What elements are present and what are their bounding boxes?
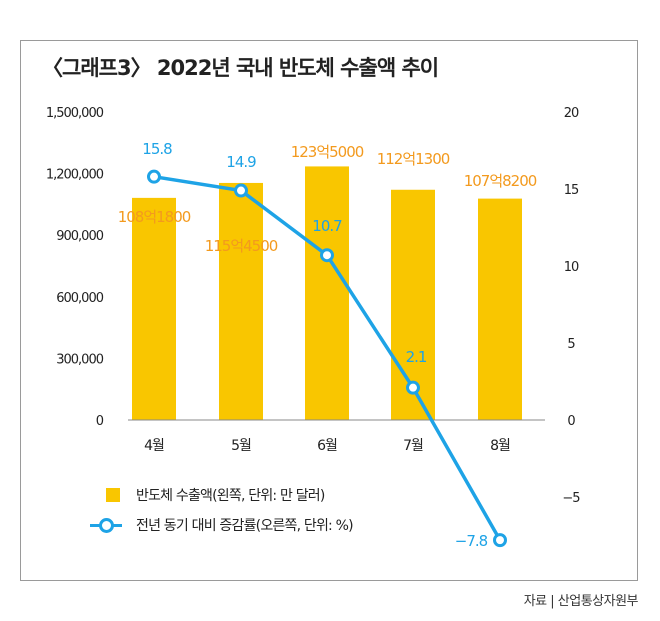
left-tick-label: 0	[96, 414, 104, 429]
legend-bar-label: 반도체 수출액(왼쪽, 단위: 만 달러)	[136, 488, 325, 504]
x-tick-label: 4월	[144, 438, 164, 454]
right-tick-label: −5	[562, 491, 580, 506]
bar-data-label: 107억8200	[464, 172, 537, 190]
legend-bar-swatch	[106, 488, 120, 502]
line-data-label: −7.8	[455, 532, 488, 550]
x-tick-label: 6월	[317, 438, 337, 454]
bar	[478, 198, 522, 420]
legend-line-label: 전년 동기 대비 증감률(오른쪽, 단위: %)	[136, 518, 354, 534]
legend-line-swatch	[90, 518, 122, 533]
bar	[219, 182, 263, 420]
bar-data-label: 108억1800	[118, 208, 191, 226]
right-tick-label: 10	[564, 260, 579, 275]
left-tick-label: 300,000	[56, 352, 103, 367]
line-data-label: 15.8	[142, 140, 172, 158]
right-tick-label: 15	[564, 183, 579, 198]
left-tick-label: 1,200,000	[46, 168, 104, 183]
bar	[132, 197, 176, 420]
left-tick-label: 600,000	[56, 291, 103, 306]
line-data-label: 10.7	[312, 217, 342, 235]
bar-data-label: 115억4500	[205, 237, 278, 255]
line-point	[234, 183, 248, 198]
bar	[305, 166, 349, 420]
right-tick-label: 0	[567, 414, 575, 429]
line-point	[493, 533, 507, 548]
bar-data-label: 112억1300	[377, 150, 450, 168]
source-note: 자료 | 산업통상자원부	[523, 594, 639, 609]
left-tick-label: 900,000	[56, 229, 103, 244]
right-tick-label: 5	[567, 337, 575, 352]
line-data-label: 2.1	[406, 348, 427, 366]
x-tick-label: 7월	[403, 438, 423, 454]
line-point	[320, 248, 334, 263]
bar-data-label: 123억5000	[291, 143, 364, 161]
line-data-label: 14.9	[226, 153, 256, 171]
x-tick-label: 5월	[231, 438, 251, 454]
chart-frame	[20, 40, 638, 581]
chart-title: 〈그래프3〉 2022년 국내 반도체 수출액 추이	[42, 56, 439, 80]
left-tick-label: 1,500,000	[46, 106, 104, 121]
legend-item-line: 전년 동기 대비 증감률(오른쪽, 단위: %)	[90, 515, 354, 535]
line-point	[406, 380, 420, 395]
line-point	[147, 169, 161, 184]
legend-item-bar: 반도체 수출액(왼쪽, 단위: 만 달러)	[90, 485, 325, 505]
right-tick-label: 20	[564, 106, 579, 121]
x-tick-label: 8월	[490, 438, 510, 454]
